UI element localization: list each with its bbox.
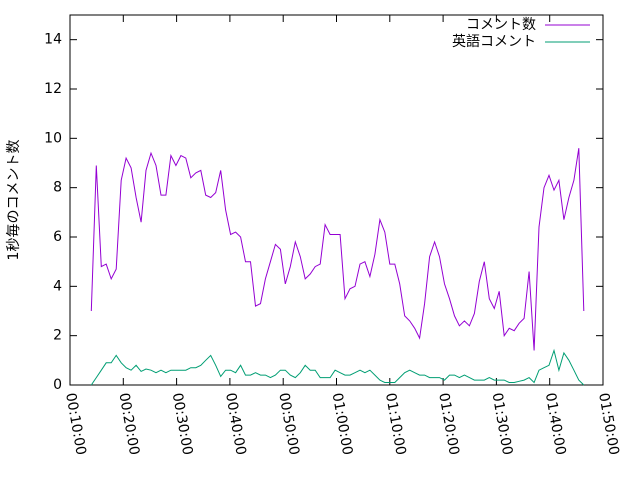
x-tick-label: 01:40:00 — [542, 392, 569, 457]
x-tick-label: 00:20:00 — [115, 392, 142, 457]
y-tick-label: 2 — [53, 328, 62, 344]
y-tick-label: 14 — [44, 32, 62, 48]
y-axis-label: 1秒毎のコメント数 — [6, 140, 22, 261]
y-tick-label: 12 — [44, 81, 62, 97]
legend-label: 英語コメント — [452, 33, 536, 50]
data-line — [90, 148, 585, 351]
y-tick-label: 8 — [53, 180, 62, 196]
x-tick-label: 01:20:00 — [435, 392, 462, 457]
y-tick-label: 10 — [44, 130, 62, 146]
x-tick-label: 00:30:00 — [169, 392, 196, 457]
x-tick-label: 00:40:00 — [222, 392, 249, 457]
y-tick-label: 0 — [53, 377, 62, 393]
x-tick-label: 01:00:00 — [329, 392, 356, 457]
y-tick-label: 6 — [53, 229, 62, 245]
x-tick-label: 00:50:00 — [275, 392, 302, 457]
x-tick-label: 01:30:00 — [489, 392, 516, 457]
x-tick-label: 00:10:00 — [62, 392, 89, 457]
data-line — [90, 348, 585, 386]
x-tick-label: 01:50:00 — [595, 392, 622, 457]
legend-label: コメント数 — [466, 17, 536, 33]
plot-frame — [69, 14, 604, 386]
y-tick-label: 4 — [53, 278, 62, 294]
x-tick-label: 01:10:00 — [382, 392, 409, 457]
